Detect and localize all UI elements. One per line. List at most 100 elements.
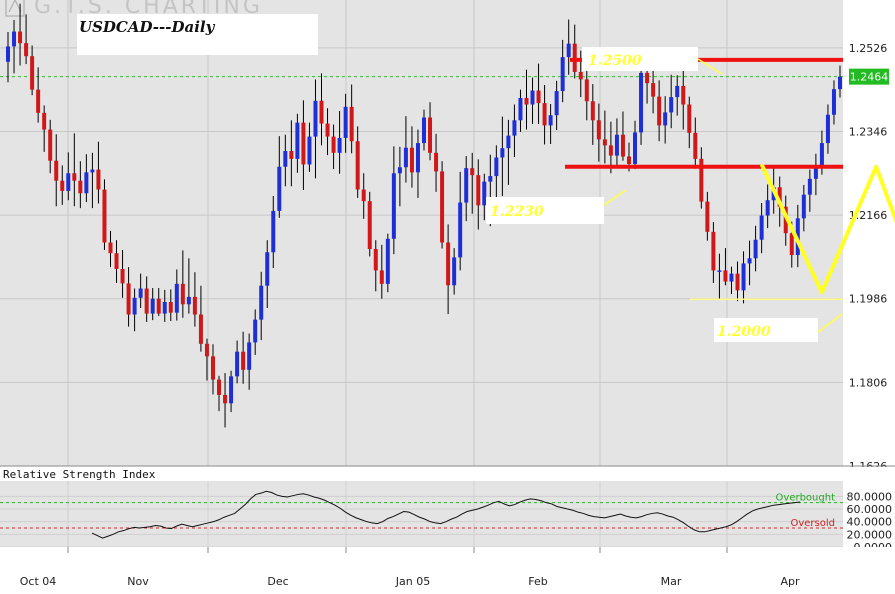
candle-body bbox=[488, 176, 493, 182]
candle-body bbox=[144, 288, 149, 314]
candle-body bbox=[271, 210, 276, 253]
candle-body bbox=[54, 160, 59, 181]
rsi-line bbox=[91, 490, 801, 539]
candle-body bbox=[572, 43, 577, 72]
candle-body bbox=[735, 273, 740, 291]
candle-body bbox=[500, 148, 505, 158]
rsi-title: Relative Strength Index bbox=[3, 468, 156, 481]
candle-body bbox=[831, 89, 836, 115]
candle-body bbox=[301, 122, 306, 165]
candle-body bbox=[241, 351, 246, 370]
candle-body bbox=[614, 134, 619, 156]
candle-body bbox=[699, 158, 704, 202]
annotation-1-2500: 1.2500 bbox=[582, 47, 723, 75]
candle-body bbox=[669, 97, 674, 113]
candle-body bbox=[675, 85, 680, 98]
candle-body bbox=[741, 263, 746, 291]
candle-body bbox=[717, 270, 722, 272]
candle-body bbox=[361, 189, 366, 202]
time-tick-label: Jan 05 bbox=[395, 575, 430, 588]
rsi-title-bar bbox=[0, 467, 895, 481]
candle-body bbox=[373, 249, 378, 271]
candle-body bbox=[204, 343, 209, 357]
overbought-label: Overbought bbox=[776, 493, 836, 504]
candle-body bbox=[747, 258, 752, 264]
candle-body bbox=[210, 356, 215, 380]
time-axis: Oct 04 Nov Dec Jan 05 Feb Mar Apr bbox=[20, 547, 800, 588]
candle-body bbox=[343, 106, 348, 138]
candle-body bbox=[349, 106, 354, 142]
rsi-tick-label: 60.0000 bbox=[847, 503, 893, 516]
candle-body bbox=[807, 178, 812, 195]
candle-body bbox=[313, 100, 318, 137]
candle-body bbox=[458, 202, 463, 258]
candle-body bbox=[524, 98, 529, 105]
candle-body bbox=[12, 31, 17, 47]
rsi-panel bbox=[0, 481, 843, 547]
candle-body bbox=[138, 288, 143, 298]
candle-body bbox=[247, 342, 252, 370]
candle-body bbox=[711, 231, 716, 271]
candle-body bbox=[72, 173, 77, 181]
candle-body bbox=[434, 152, 439, 172]
candle-body bbox=[295, 122, 300, 159]
candle-body bbox=[536, 90, 541, 104]
candle-body bbox=[422, 117, 426, 144]
candle-body bbox=[753, 239, 758, 259]
annotation-label-1-2230: 1.2230 bbox=[490, 204, 544, 220]
candle-body bbox=[729, 273, 734, 282]
candle-body bbox=[464, 168, 469, 203]
candle-body bbox=[633, 132, 638, 164]
candle-body bbox=[6, 46, 10, 62]
candle-body bbox=[162, 301, 167, 314]
candle-body bbox=[259, 285, 264, 320]
candle-body bbox=[289, 150, 294, 159]
price-tick-label: 1.2346 bbox=[849, 125, 888, 138]
candle-body bbox=[174, 283, 179, 313]
candle-body bbox=[229, 376, 234, 404]
candle-body bbox=[723, 270, 728, 282]
candle-body bbox=[168, 301, 173, 313]
candle-body bbox=[765, 200, 770, 216]
candle-body bbox=[548, 115, 553, 126]
candle-body bbox=[819, 143, 824, 166]
candle-body bbox=[84, 172, 89, 194]
candle-body bbox=[319, 100, 324, 124]
candle-body bbox=[663, 112, 668, 126]
candle-body bbox=[476, 175, 481, 206]
candle-body bbox=[150, 298, 155, 314]
candle-body bbox=[651, 83, 656, 97]
candle-body bbox=[620, 134, 625, 157]
time-tick-label: Feb bbox=[528, 575, 547, 588]
time-tick-label: Oct 04 bbox=[20, 575, 57, 588]
candle-body bbox=[560, 57, 565, 92]
candle-body bbox=[518, 98, 523, 121]
rsi-tick-label: 20.0000 bbox=[847, 528, 893, 541]
candle-body bbox=[277, 166, 282, 211]
candle-body bbox=[102, 189, 107, 243]
time-tick-label: Dec bbox=[267, 575, 288, 588]
candle-body bbox=[566, 43, 571, 58]
candle-body bbox=[494, 157, 499, 177]
candle-body bbox=[108, 242, 113, 254]
time-tick-label: Mar bbox=[661, 575, 682, 588]
candle-body bbox=[355, 141, 360, 190]
candle-body bbox=[385, 238, 390, 284]
candle-body bbox=[120, 268, 125, 284]
candle-body bbox=[452, 257, 457, 286]
candle-body bbox=[379, 270, 384, 284]
candle-body bbox=[126, 283, 131, 315]
candle-body bbox=[825, 114, 830, 144]
candle-body bbox=[693, 132, 698, 159]
annotation-label-1-2000: 1.2000 bbox=[717, 324, 771, 340]
candle-body bbox=[428, 117, 433, 153]
candle-body bbox=[90, 169, 95, 173]
oversold-label: Oversold bbox=[790, 518, 835, 529]
time-axis-bar bbox=[0, 547, 895, 594]
time-tick-label: Nov bbox=[127, 575, 149, 588]
candle-body bbox=[331, 136, 336, 153]
candle-body bbox=[42, 112, 47, 130]
